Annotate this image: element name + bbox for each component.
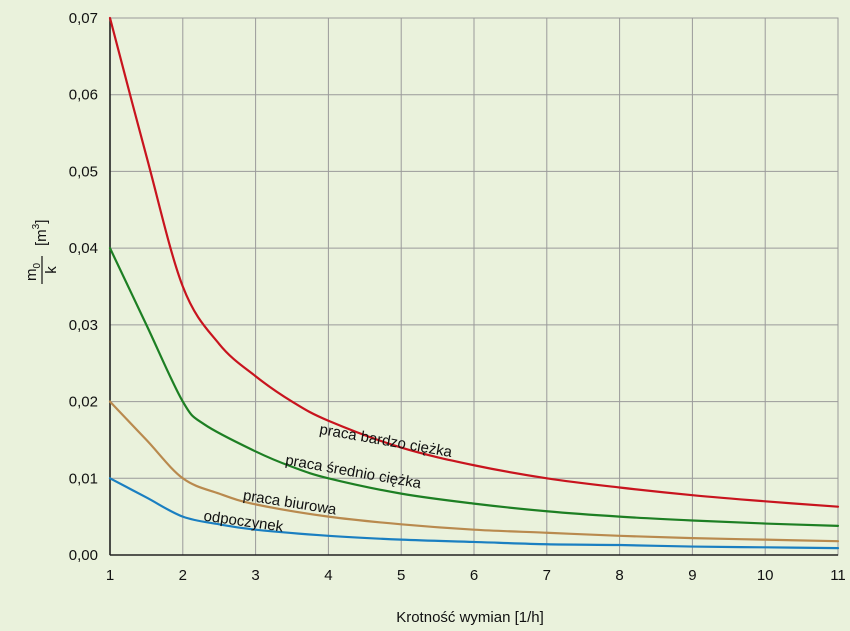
y-axis-unit: [m3] <box>31 220 50 246</box>
y-tick-label: 0,07 <box>69 10 98 27</box>
y-tick-label: 0,03 <box>69 317 98 334</box>
series-line <box>108 247 840 527</box>
y-tick-label: 0,06 <box>69 87 98 104</box>
y-axis-numerator: m0 <box>23 263 43 282</box>
y-axis-label: m0 k [m3] <box>23 220 60 284</box>
x-tick-label: 2 <box>179 567 187 584</box>
x-axis-label: Krotność wymian [1/h] <box>396 609 544 626</box>
y-tick-label: 0,05 <box>69 163 98 180</box>
y-tick-label: 0,04 <box>69 240 98 257</box>
series-label: praca biurowa <box>242 487 338 519</box>
x-tick-label: 7 <box>543 567 551 584</box>
x-tick-label: 5 <box>397 567 405 584</box>
series-label: praca bardzo ciężka <box>318 421 454 461</box>
y-tick-label: 0,01 <box>69 470 98 487</box>
series-lines <box>108 16 840 550</box>
series-label: praca średnio ciężka <box>284 452 423 493</box>
x-tick-label: 9 <box>688 567 696 584</box>
y-axis-denominator: k <box>43 266 60 274</box>
x-tick-label: 8 <box>615 567 623 584</box>
x-tick-label: 4 <box>324 567 332 584</box>
series-line <box>108 477 840 550</box>
series-line <box>108 400 840 543</box>
series-label: odpoczynek <box>203 508 285 536</box>
grid <box>109 17 839 556</box>
x-tick-label: 6 <box>470 567 478 584</box>
x-tick-label: 3 <box>251 567 259 584</box>
axes <box>109 17 839 556</box>
y-tick-label: 0,00 <box>69 547 98 564</box>
x-tick-label: 10 <box>757 567 774 584</box>
tick-labels: 1 2 3 4 5 6 7 8 9 10 11 0,00 0,01 0,02 0,03 0,04 0,05 0,0… <box>69 10 846 584</box>
x-tick-label: 1 <box>106 567 114 584</box>
x-tick-label: 11 <box>830 567 846 584</box>
y-tick-label: 0,02 <box>69 394 98 411</box>
series-line <box>108 16 840 508</box>
